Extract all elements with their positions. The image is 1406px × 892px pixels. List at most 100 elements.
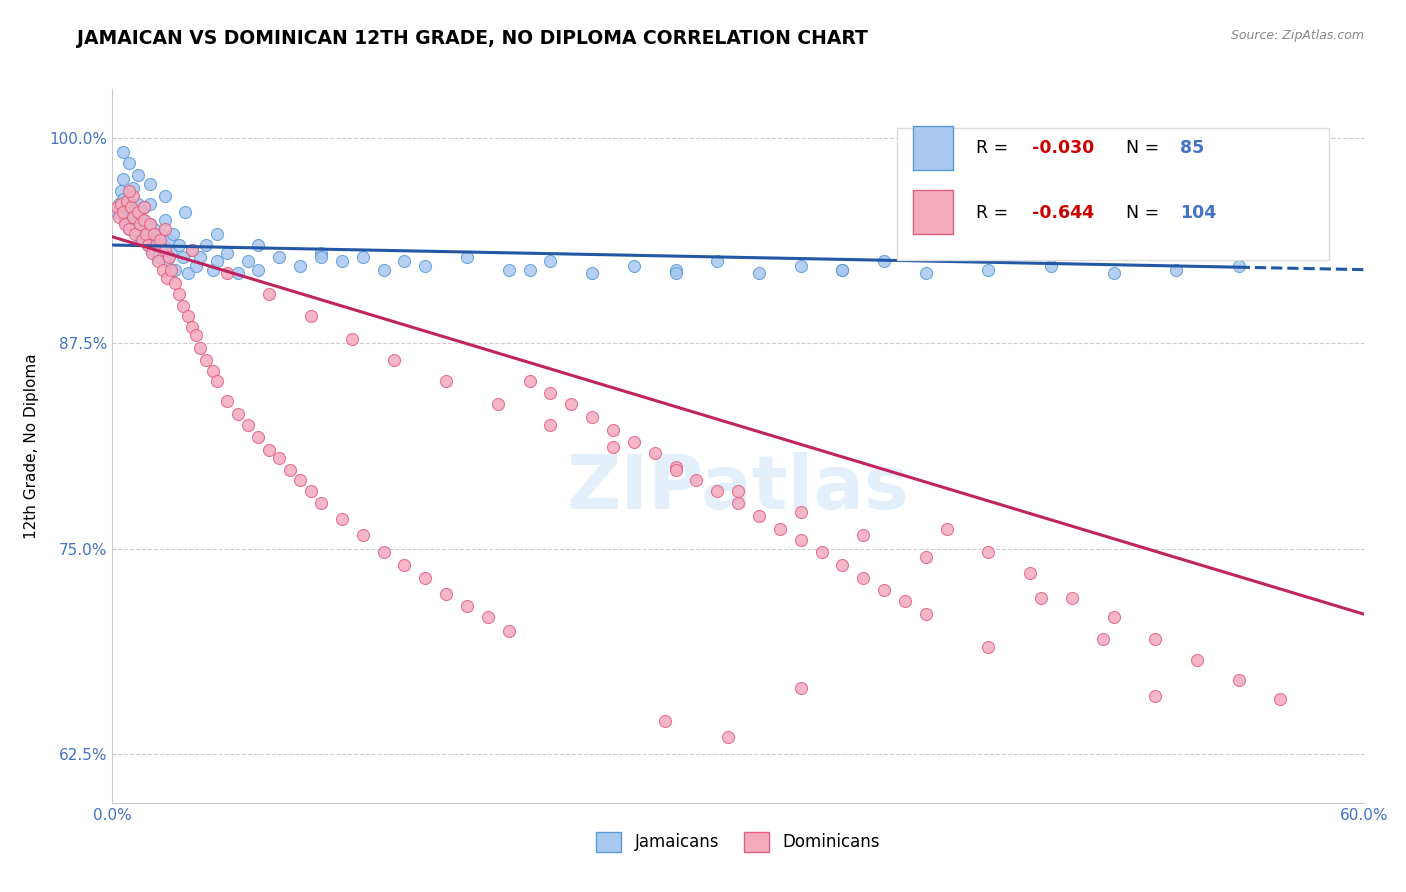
Point: [309, 246, 332, 260]
Point: [538, 385, 561, 400]
Point: [727, 484, 749, 499]
Point: [115, 194, 138, 208]
Point: [141, 246, 163, 260]
Point: [852, 571, 875, 585]
Point: [184, 328, 207, 343]
Point: [149, 233, 172, 247]
Point: [831, 262, 853, 277]
Point: [226, 407, 249, 421]
Point: [299, 309, 322, 323]
Point: [623, 434, 645, 449]
Point: [831, 558, 853, 572]
Text: -0.030: -0.030: [1032, 139, 1094, 157]
Point: [873, 582, 896, 597]
Point: [107, 197, 129, 211]
Point: [581, 266, 603, 280]
Point: [128, 217, 150, 231]
Text: R =: R =: [976, 203, 1014, 221]
Point: [1185, 653, 1208, 667]
Point: [153, 213, 176, 227]
Point: [122, 210, 145, 224]
Point: [122, 189, 145, 203]
Point: [205, 374, 228, 388]
Point: [330, 512, 353, 526]
Point: [118, 184, 141, 198]
Point: [195, 238, 218, 252]
Point: [217, 246, 239, 260]
Point: [519, 374, 541, 388]
Point: [139, 178, 162, 192]
Point: [790, 505, 813, 519]
Point: [184, 260, 207, 274]
Point: [894, 594, 917, 608]
Point: [269, 451, 291, 466]
Point: [1227, 673, 1250, 687]
Point: [201, 364, 224, 378]
Point: [790, 681, 813, 695]
Point: [205, 254, 228, 268]
Text: R =: R =: [976, 139, 1014, 157]
Point: [434, 587, 457, 601]
Point: [873, 254, 896, 268]
Point: [977, 545, 1000, 559]
Point: [1029, 591, 1052, 605]
Point: [176, 266, 198, 280]
Point: [1144, 632, 1167, 646]
Point: [120, 210, 142, 224]
Point: [299, 484, 322, 499]
Point: [977, 262, 1000, 277]
Point: [172, 299, 194, 313]
Point: [352, 250, 374, 264]
Point: [176, 309, 198, 323]
Point: [152, 238, 174, 252]
Point: [810, 545, 832, 559]
Point: [790, 533, 813, 548]
Point: [195, 352, 218, 367]
Point: [188, 250, 211, 264]
Point: [915, 607, 938, 622]
Point: [174, 205, 197, 219]
Point: [665, 459, 688, 474]
Point: [110, 197, 132, 211]
Point: [665, 463, 688, 477]
Point: [153, 189, 176, 203]
Point: [278, 463, 301, 477]
Point: [167, 238, 190, 252]
Point: [163, 262, 186, 277]
Point: [118, 221, 141, 235]
Point: [163, 276, 186, 290]
Bar: [897, 128, 1329, 260]
Point: [309, 495, 332, 509]
Point: [141, 243, 163, 257]
Point: [105, 205, 128, 219]
Point: [602, 440, 624, 454]
Point: [143, 221, 166, 235]
Point: [115, 200, 138, 214]
Point: [290, 260, 312, 274]
Point: [188, 342, 211, 356]
Point: [127, 205, 149, 219]
Point: [394, 254, 416, 268]
Point: [128, 233, 150, 247]
Point: [180, 243, 202, 257]
Point: [111, 192, 134, 206]
Point: [127, 197, 149, 211]
Point: [373, 545, 395, 559]
Point: [1164, 262, 1187, 277]
Point: [1102, 266, 1125, 280]
Point: [217, 266, 239, 280]
Point: [132, 221, 155, 235]
Point: [131, 233, 153, 247]
Point: [486, 397, 509, 411]
Point: [118, 194, 141, 208]
Text: JAMAICAN VS DOMINICAN 12TH GRADE, NO DIPLOMA CORRELATION CHART: JAMAICAN VS DOMINICAN 12TH GRADE, NO DIP…: [77, 29, 869, 47]
Point: [148, 254, 170, 268]
Point: [498, 624, 520, 638]
Point: [623, 260, 645, 274]
Point: [538, 418, 561, 433]
Point: [152, 262, 174, 277]
Point: [748, 266, 770, 280]
Point: [132, 200, 155, 214]
Point: [107, 210, 129, 224]
Point: [727, 495, 749, 509]
